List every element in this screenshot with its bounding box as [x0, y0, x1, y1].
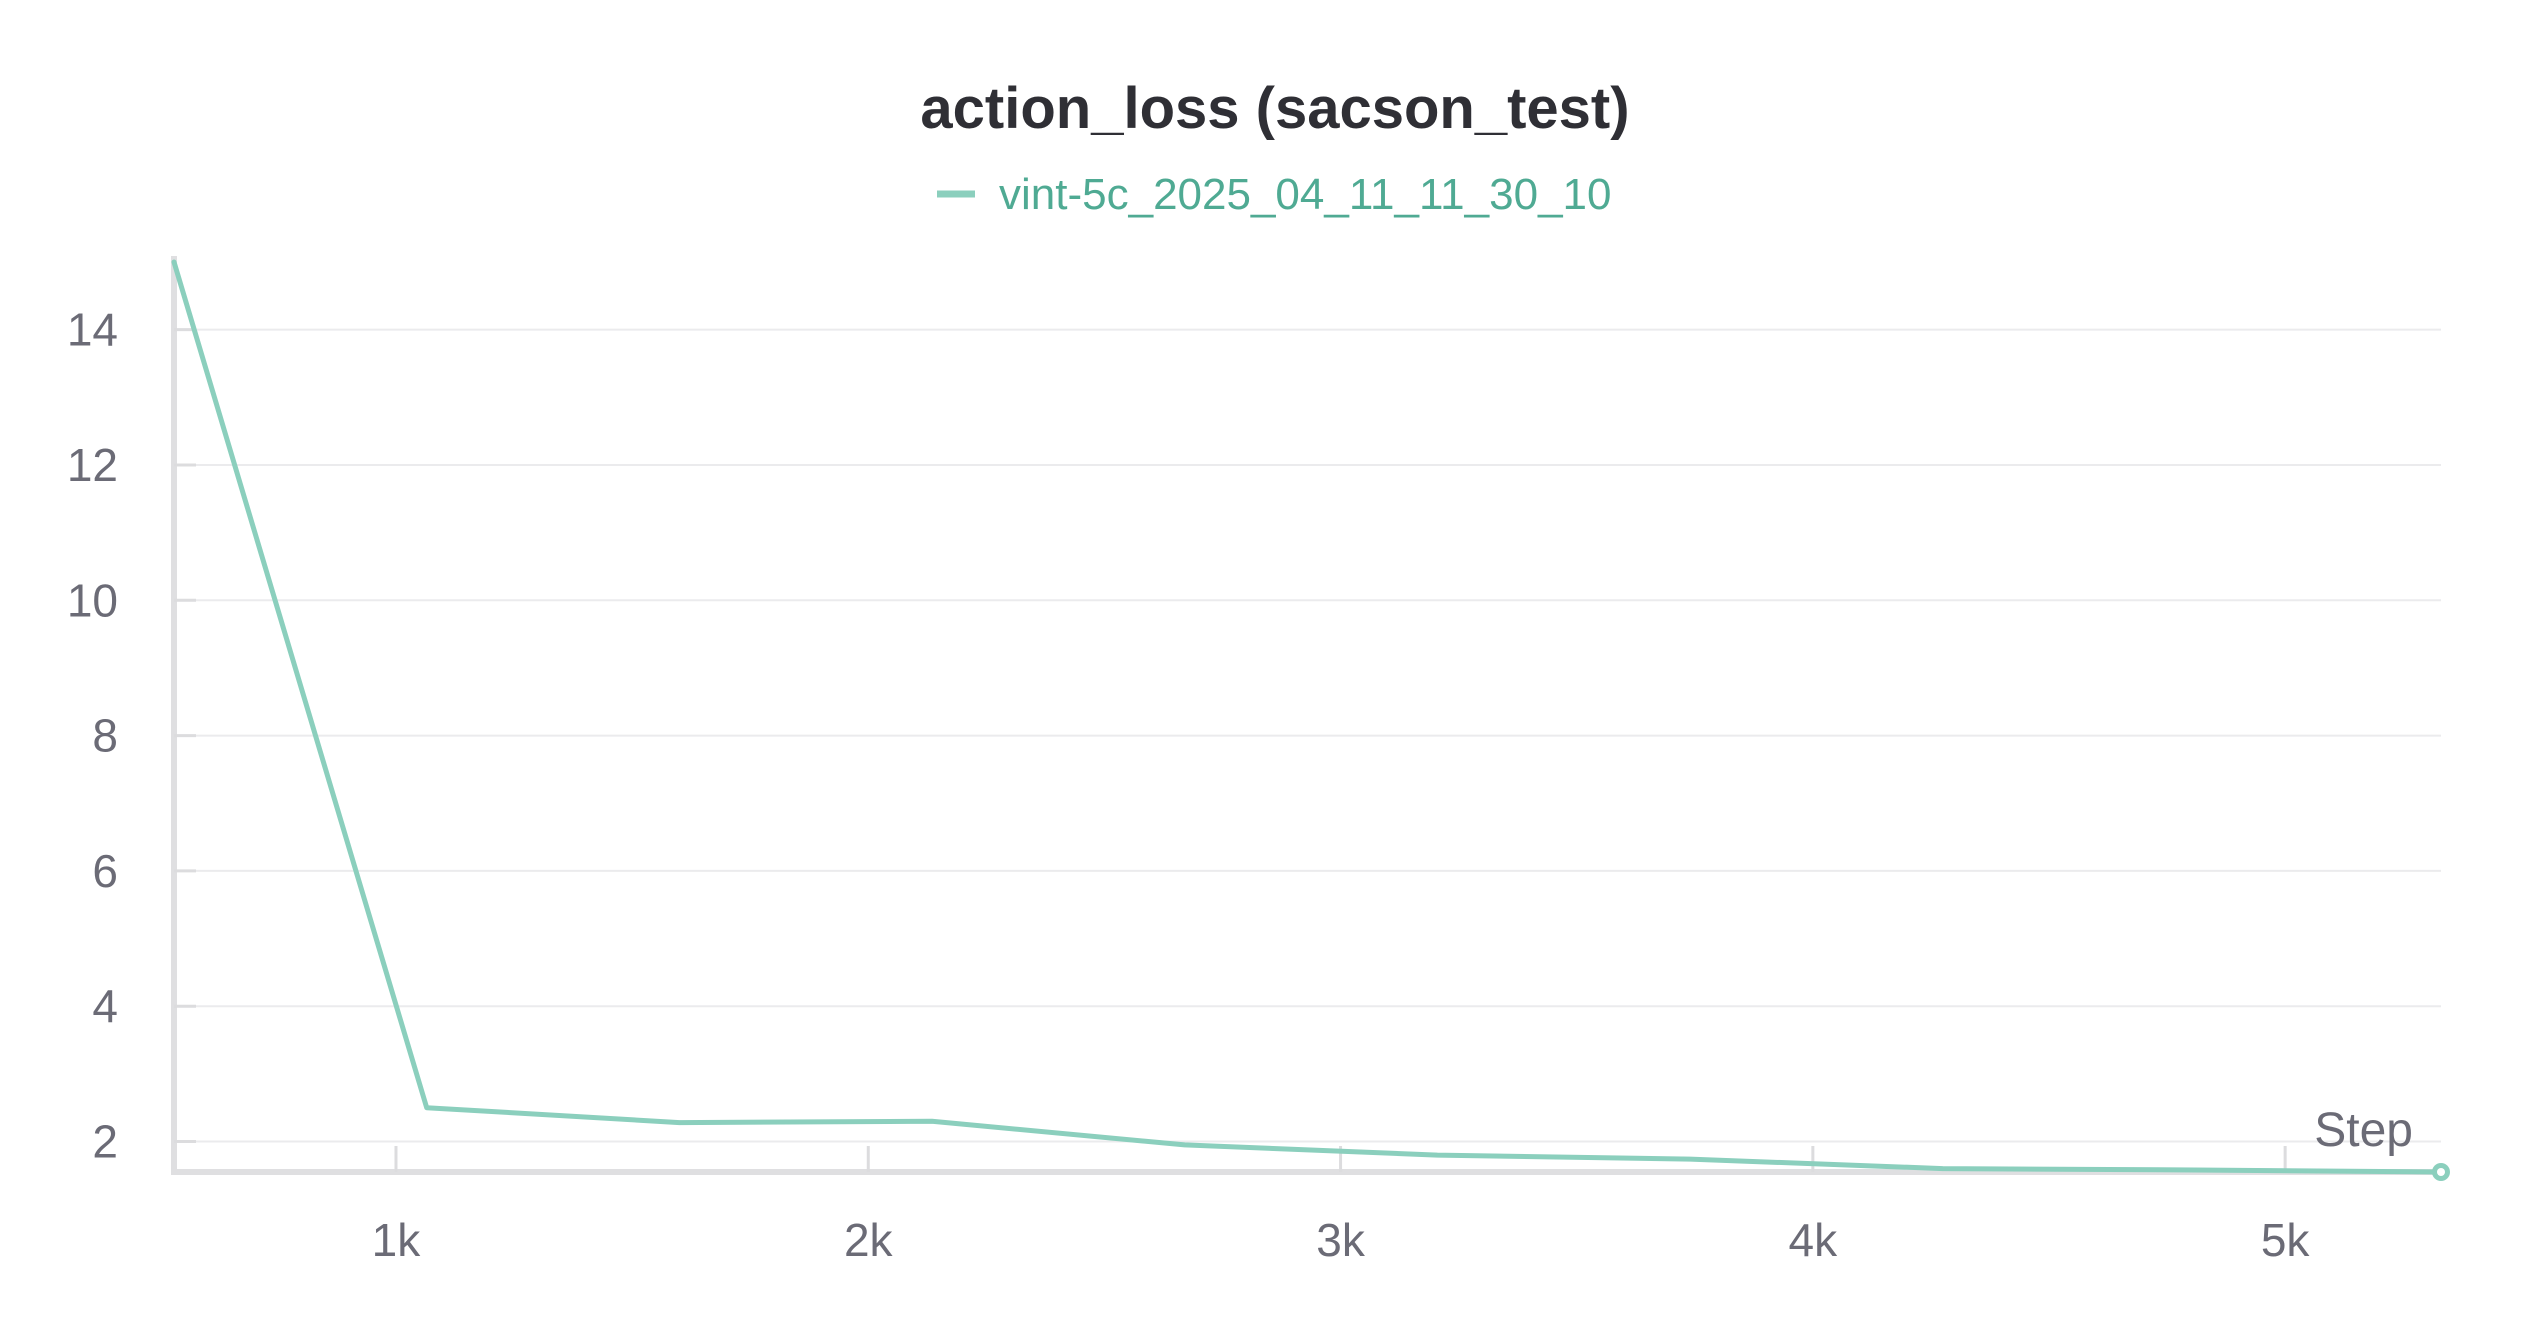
y-tick-label: 12: [67, 439, 118, 491]
ticks-layer: 2 4 6 8 10 12 14 1k 2k 3k 4k 5k: [67, 304, 2311, 1266]
y-tick-label: 6: [92, 845, 118, 897]
data-point[interactable]: [169, 257, 179, 267]
data-point[interactable]: [1938, 1164, 1948, 1174]
y-tick-label: 4: [92, 980, 118, 1032]
axes-layer: [171, 256, 2441, 1175]
series-line-vint-5c[interactable]: [171, 259, 2444, 1175]
x-tick-label: 3k: [1316, 1214, 1366, 1266]
x-tick-label: 4k: [1789, 1214, 1839, 1266]
chart-title: action_loss (sacson_test): [920, 76, 1629, 141]
legend-label-series-0: vint-5c_2025_04_11_11_30_10: [999, 170, 1611, 219]
data-point[interactable]: [422, 1103, 432, 1113]
legend[interactable]: vint-5c_2025_04_11_11_30_10: [937, 170, 1611, 219]
y-tick-label: 10: [67, 574, 118, 626]
data-point[interactable]: [1432, 1150, 1442, 1160]
data-point[interactable]: [1685, 1154, 1695, 1164]
series-layer: [169, 257, 2450, 1181]
y-tick-label: 8: [92, 710, 118, 762]
x-tick-label: 1k: [372, 1214, 422, 1266]
x-axis-label: Step: [2314, 1104, 2413, 1157]
data-point[interactable]: [674, 1118, 684, 1128]
x-tick-label: 2k: [844, 1214, 894, 1266]
data-point[interactable]: [2190, 1165, 2200, 1175]
x-tick-label: 5k: [2261, 1214, 2311, 1266]
grid-layer: [174, 328, 2441, 1143]
last-point-marker: [2437, 1168, 2445, 1176]
data-point[interactable]: [1180, 1140, 1190, 1150]
y-tick-label: 14: [67, 304, 118, 356]
data-point[interactable]: [927, 1116, 937, 1126]
y-tick-label: 2: [92, 1116, 118, 1168]
